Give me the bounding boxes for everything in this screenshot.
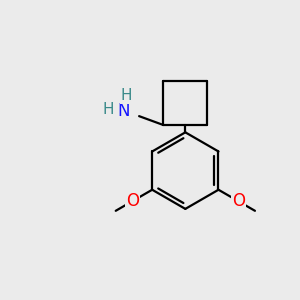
Text: N: N [118, 102, 130, 120]
Text: O: O [126, 192, 139, 210]
Text: O: O [232, 192, 245, 210]
Text: H: H [121, 88, 133, 103]
Text: H: H [103, 102, 114, 117]
